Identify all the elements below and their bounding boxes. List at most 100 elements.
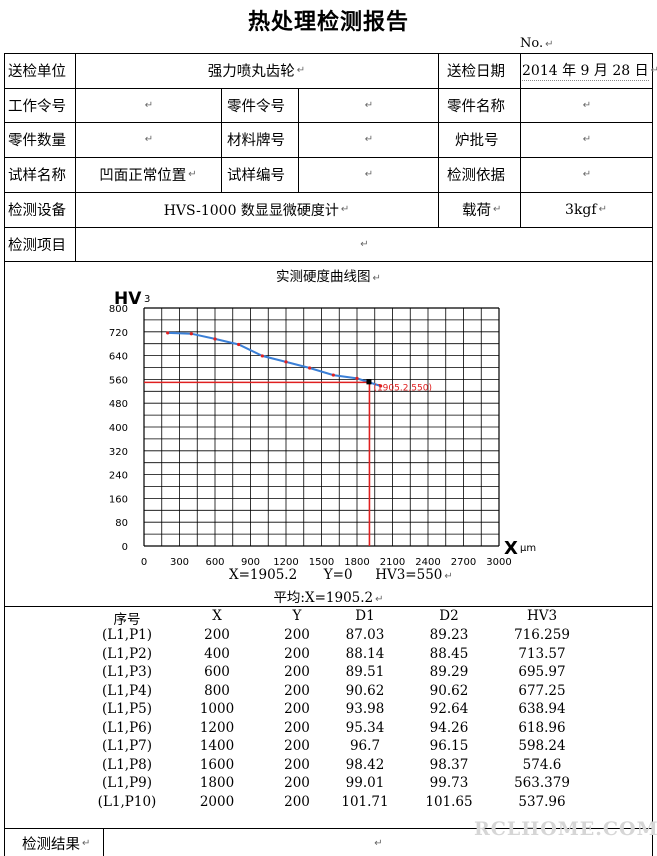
average-readout: 平均:X=1905.2 ↵ xyxy=(273,590,384,606)
y-tick-label: 720 xyxy=(109,328,128,339)
x-tick-label: 1500 xyxy=(309,557,334,568)
cell-3: 98.42 xyxy=(345,756,385,773)
cell-0: (L1,P3) xyxy=(101,664,153,680)
result-value: ↵ xyxy=(374,837,383,849)
header-cell-3: D1 xyxy=(355,608,375,624)
cell-1: 1400 xyxy=(199,738,235,754)
cell-2: 200 xyxy=(284,645,310,662)
table-row: (L1,P5) 1000 200 93.98 92.64 638.94 xyxy=(0,701,657,719)
y-tick-label: 400 xyxy=(109,423,128,434)
cell-5: 563.379 xyxy=(514,775,570,791)
sample-no-value: ↵ xyxy=(364,169,374,180)
readout-y: Y=0 xyxy=(323,567,353,583)
cell-5: 574.6 xyxy=(522,756,562,773)
cell-5: 618.96 xyxy=(518,719,566,736)
chart-marker: (1905.2,550) xyxy=(144,379,432,546)
unit-value: 强力喷丸齿轮 ↵ xyxy=(207,64,306,80)
data-point xyxy=(331,373,335,377)
cell-5: 598.24 xyxy=(518,738,566,754)
x-tick-label: 3000 xyxy=(486,557,511,568)
header-cell-0: 序号 xyxy=(113,612,141,628)
marker-label: (1905.2,550) xyxy=(373,383,432,393)
equipment-label: 检测设备 xyxy=(8,203,66,219)
table-row: (L1,P2) 400 200 88.14 88.45 713.57 xyxy=(0,646,657,664)
cell-3: 99.01 xyxy=(345,775,385,791)
watermark: RCLHOME.COM xyxy=(474,818,657,840)
cell-4: 92.64 xyxy=(429,701,469,717)
cell-4: 88.45 xyxy=(429,645,469,662)
chart-ticks: 0 80 160 240 320 400 480 560 640 720 800 0 300 600 900… xyxy=(109,304,512,568)
cell-0: (L1,P8) xyxy=(101,756,153,773)
cell-4: 96.15 xyxy=(429,738,469,754)
cell-2: 200 xyxy=(284,701,310,717)
data-point xyxy=(237,342,241,347)
y-tick-label: 160 xyxy=(109,494,128,505)
test-item-value: ↵ xyxy=(360,238,369,250)
data-point xyxy=(379,384,383,388)
cell-4: 101.65 xyxy=(425,793,473,810)
material-value: ↵ xyxy=(364,134,374,145)
chart-title: 实测硬度曲线图 ↵ xyxy=(276,269,381,285)
cell-1: 2000 xyxy=(199,793,235,810)
material-label: 材料牌号 xyxy=(227,133,285,149)
date-label: 送检日期 xyxy=(447,64,505,80)
cell-2: 200 xyxy=(284,756,310,773)
y-axis-label: HV xyxy=(114,289,142,309)
table-row: (L1,P4) 800 200 90.62 90.62 677.25 xyxy=(0,683,657,701)
load-label: 载荷 ↵ xyxy=(462,203,502,219)
y-axis-label-sub: 3 xyxy=(144,294,150,305)
cell-1: 800 xyxy=(204,682,230,699)
x-tick-label: 0 xyxy=(141,557,147,568)
cell-3: 88.14 xyxy=(345,645,385,662)
test-item-label: 检测项目 xyxy=(8,237,66,254)
cell-3: 96.7 xyxy=(349,738,381,754)
y-tick-label: 0 xyxy=(122,542,128,553)
cell-4: 94.26 xyxy=(429,719,469,736)
chart-series xyxy=(166,331,383,388)
table-row: (L1,P3) 600 200 89.51 89.29 695.97 xyxy=(0,664,657,682)
table-row: (L1,P1) 200 200 87.03 89.23 716.259 xyxy=(0,627,657,645)
load-value: 3kgf ↵ xyxy=(565,201,607,218)
table-row: (L1,P7) 1400 200 96.7 96.15 598.24 xyxy=(0,738,657,756)
cell-5: 713.57 xyxy=(518,645,566,662)
x-axis-label: X xyxy=(504,538,518,559)
table-row: (L1,P10) 2000 200 101.71 101.65 537.96 xyxy=(0,794,657,812)
y-tick-label: 800 xyxy=(109,304,128,315)
y-tick-label: 80 xyxy=(115,518,128,529)
cell-4: 99.73 xyxy=(429,775,469,791)
x-tick-label: 1200 xyxy=(273,557,298,568)
x-tick-label: 600 xyxy=(205,557,224,568)
x-tick-label: 2100 xyxy=(380,557,405,568)
cell-1: 1800 xyxy=(199,775,235,791)
cell-0: (L1,P6) xyxy=(101,719,153,736)
cell-5: 716.259 xyxy=(514,627,570,643)
sample-name-label: 试样名称 xyxy=(8,168,66,184)
data-point xyxy=(166,331,170,335)
table-header: 序号 X Y D1 D2 HV3 xyxy=(0,608,657,628)
report-no-label: No. ↵ xyxy=(520,36,554,51)
cell-5: 638.94 xyxy=(518,701,566,717)
y-tick-label: 640 xyxy=(109,352,128,363)
data-point xyxy=(213,337,217,341)
batch-label: 炉批号 xyxy=(455,133,499,149)
cell-3: 90.62 xyxy=(345,682,385,699)
cell-1: 1000 xyxy=(199,701,235,717)
data-point xyxy=(355,376,359,380)
cell-2: 200 xyxy=(284,664,310,680)
cell-2: 200 xyxy=(284,719,310,736)
cell-5: 695.97 xyxy=(518,664,566,680)
basis-label: 检测依据 xyxy=(447,168,505,184)
header-cell-1: X xyxy=(212,608,222,624)
x-tick-label: 900 xyxy=(241,557,260,568)
cell-0: (L1,P5) xyxy=(101,701,153,717)
data-point xyxy=(284,360,288,364)
part-name-label: 零件名称 xyxy=(447,98,505,115)
cell-3: 95.34 xyxy=(345,719,385,736)
cell-5: 677.25 xyxy=(518,682,566,699)
cell-0: (L1,P10) xyxy=(97,793,157,810)
cell-1: 400 xyxy=(204,645,230,662)
cell-4: 89.23 xyxy=(429,627,469,643)
cell-3: 93.98 xyxy=(345,701,385,717)
cell-2: 200 xyxy=(284,775,310,791)
